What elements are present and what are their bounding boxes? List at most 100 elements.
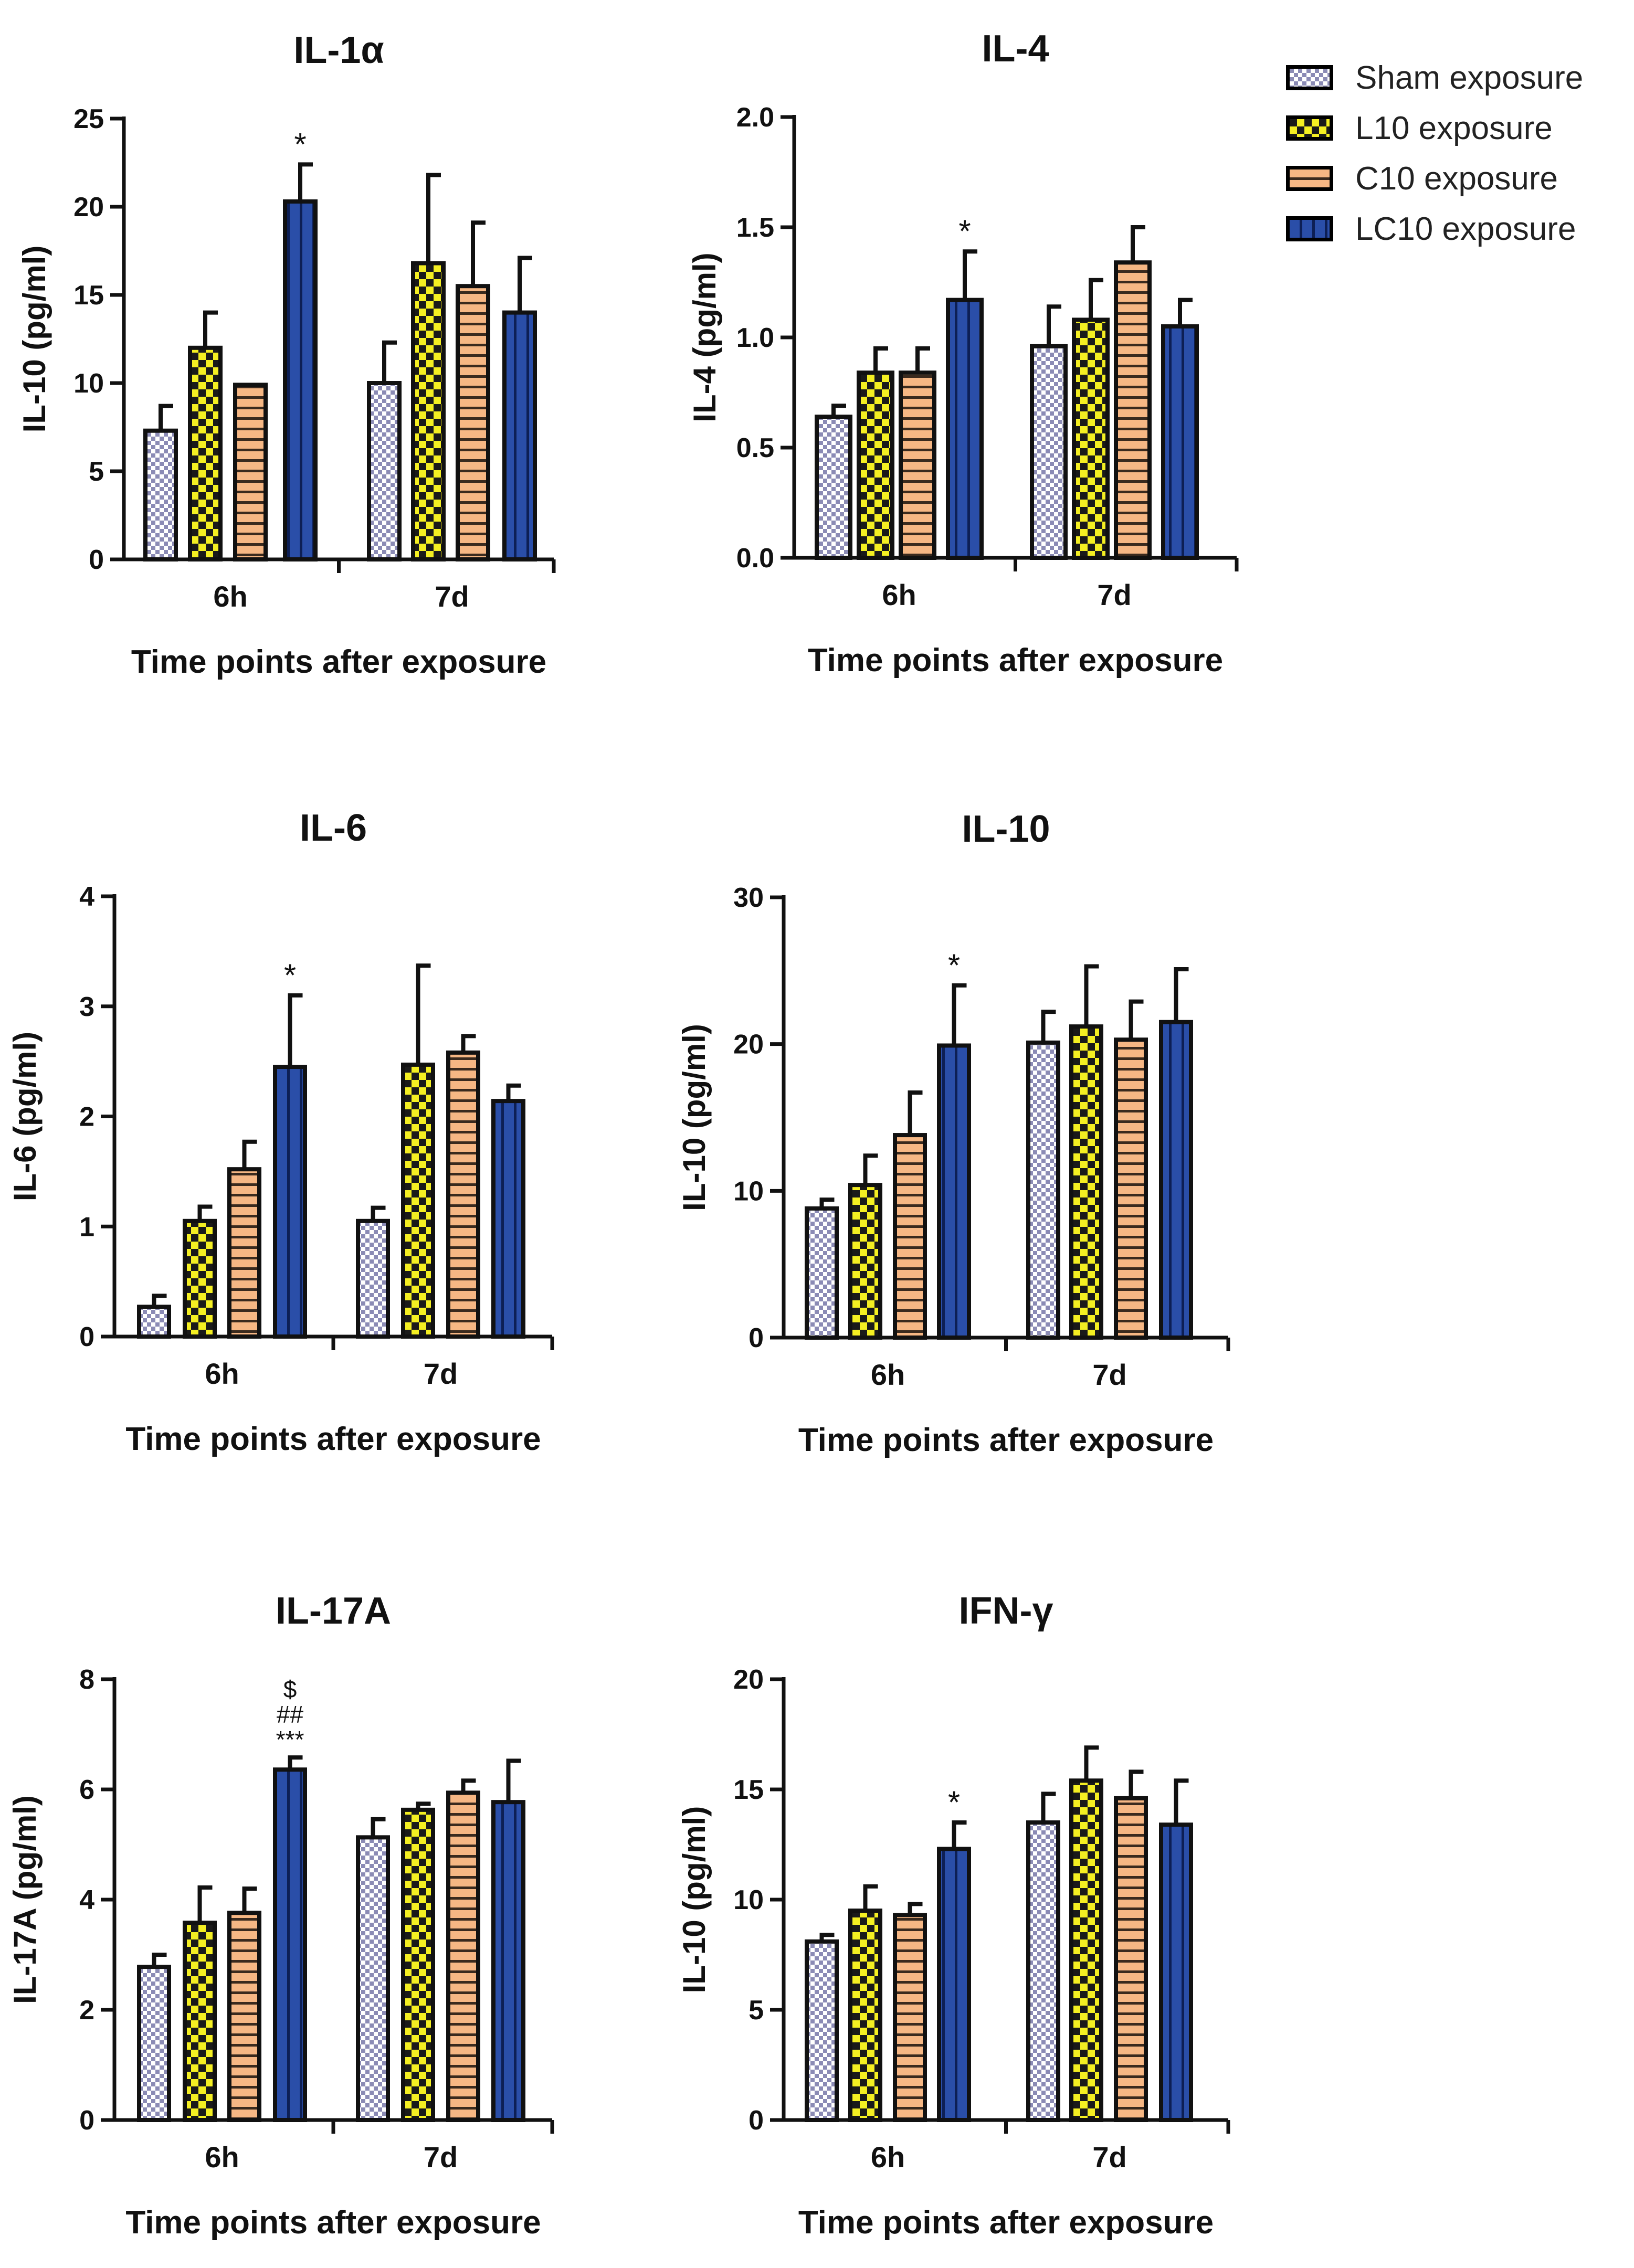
x-tick-label: 7d xyxy=(435,580,469,613)
bar xyxy=(815,415,852,560)
chart-title: IL-4 xyxy=(982,28,1049,70)
bar xyxy=(848,1183,882,1340)
bar xyxy=(401,1062,435,1339)
bar xyxy=(491,1099,525,1339)
chart-panel-1: 0 5 10 15 20 25 6h 7d IL-1α Time points after exp… xyxy=(17,29,556,680)
x-tick-label: 6h xyxy=(213,580,247,613)
legend-item-lc10: LC10 exposure xyxy=(1286,204,1583,254)
bar xyxy=(446,1790,480,2123)
legend-swatch-fill xyxy=(1290,119,1330,137)
legend-item-c10: C10 exposure xyxy=(1286,153,1583,204)
chart-panel-2: 0.0 0.5 1.0 1.5 2.0 6h 7d IL-4 Time points after… xyxy=(687,28,1239,679)
bar xyxy=(273,1767,307,2122)
y-tick-label: 6 xyxy=(79,1775,94,1805)
bar xyxy=(1159,1020,1193,1340)
bar xyxy=(1026,1820,1060,2122)
y-tick-label: 0 xyxy=(89,545,104,575)
legend-item-sham: Sham exposure xyxy=(1286,52,1583,103)
x-axis-label: Time points after exposure xyxy=(808,642,1223,679)
y-tick-label: 15 xyxy=(733,1775,764,1805)
legend: Sham exposure L10 exposure C10 exposure … xyxy=(1286,52,1583,254)
y-tick-label: 0 xyxy=(79,2105,94,2136)
legend-swatch-lc10 xyxy=(1286,216,1333,241)
y-tick-label: 1 xyxy=(79,1212,94,1242)
legend-item-l10: L10 exposure xyxy=(1286,103,1583,153)
y-tick-label: 20 xyxy=(733,1665,764,1695)
x-tick-label: 6h xyxy=(882,578,916,611)
bar xyxy=(1114,260,1152,560)
bar xyxy=(183,1921,217,2123)
y-tick-label: 10 xyxy=(733,1176,764,1206)
y-tick-label: 15 xyxy=(73,280,104,311)
y-axis-label: IL-10 (pg/ml) xyxy=(677,1024,712,1211)
bar xyxy=(456,284,490,561)
bar xyxy=(227,1167,261,1339)
significance-marker: * xyxy=(948,1785,960,1820)
bar xyxy=(183,1218,217,1339)
bar xyxy=(946,298,984,560)
significance-marker: *** xyxy=(276,1726,304,1753)
y-tick-label: 25 xyxy=(73,104,104,134)
chart-panel-5: 0 2 4 6 8 6h 7d IL-17A Time points after exposur… xyxy=(7,1590,554,2241)
significance-marker: * xyxy=(284,958,296,993)
bar xyxy=(411,261,446,561)
legend-label-sham: Sham exposure xyxy=(1355,59,1584,96)
bar xyxy=(1161,324,1199,560)
chart-title: IL-17A xyxy=(276,1590,391,1632)
x-tick-label: 7d xyxy=(1092,1358,1126,1391)
bar xyxy=(937,1847,971,2122)
y-tick-label: 20 xyxy=(733,1030,764,1060)
x-axis-label: Time points after exposure xyxy=(798,1422,1214,1458)
bar xyxy=(188,345,223,561)
chart-title: IL-10 xyxy=(962,808,1050,850)
chart-panel-3: 0 1 2 3 4 6h 7d IL-6 Time points after exposure I… xyxy=(7,807,554,1457)
y-tick-label: 0 xyxy=(79,1322,94,1352)
significance-marker: * xyxy=(958,214,971,249)
y-tick-label: 8 xyxy=(79,1665,94,1695)
chart-panel-4: 0 10 20 30 6h 7d IL-10 Time points after exposu… xyxy=(677,808,1230,1458)
bar xyxy=(1159,1822,1193,2122)
y-tick-label: 0 xyxy=(749,1323,764,1353)
bar xyxy=(143,428,178,561)
bar xyxy=(893,1913,927,2122)
y-tick-label: 5 xyxy=(89,457,104,487)
x-axis-label: Time points after exposure xyxy=(798,2205,1214,2241)
y-tick-label: 10 xyxy=(73,368,104,399)
bar xyxy=(1072,317,1110,560)
x-tick-label: 7d xyxy=(1092,2140,1126,2174)
y-tick-label: 0.5 xyxy=(736,433,774,463)
bar xyxy=(805,1206,839,1340)
bar xyxy=(1030,344,1068,560)
bar xyxy=(356,1218,390,1339)
y-tick-label: 4 xyxy=(79,882,94,912)
legend-swatch-c10 xyxy=(1286,166,1333,191)
y-axis-label: IL-10 (pg/ml) xyxy=(677,1806,712,1994)
significance-marker: * xyxy=(294,126,306,162)
bar xyxy=(1026,1040,1060,1340)
x-tick-label: 7d xyxy=(424,2140,458,2174)
x-axis-label: Time points after exposure xyxy=(125,2205,541,2241)
legend-label-l10: L10 exposure xyxy=(1355,110,1553,146)
y-tick-label: 2.0 xyxy=(736,102,774,133)
bar xyxy=(491,1800,525,2122)
x-tick-label: 7d xyxy=(1097,578,1131,611)
legend-swatch-fill xyxy=(1290,69,1330,87)
chart-panel-6: 0 5 10 15 20 6h 7d IFN-γ Time points after expos… xyxy=(677,1590,1230,2241)
bar xyxy=(137,1305,171,1339)
y-axis-label: IL-17A (pg/ml) xyxy=(7,1795,43,2004)
legend-swatch-l10 xyxy=(1286,115,1333,141)
x-tick-label: 6h xyxy=(871,2140,905,2174)
legend-label-c10: C10 exposure xyxy=(1355,160,1558,197)
bar xyxy=(137,1965,171,2123)
y-tick-label: 5 xyxy=(749,1995,764,2026)
y-axis-label: IL-6 (pg/ml) xyxy=(7,1032,43,1201)
significance-marker: * xyxy=(948,948,960,983)
chart-title: IFN-γ xyxy=(959,1590,1053,1632)
x-tick-label: 7d xyxy=(424,1357,458,1390)
x-tick-label: 6h xyxy=(205,2140,239,2174)
bar xyxy=(1114,1037,1148,1340)
bar xyxy=(502,310,537,561)
bar xyxy=(893,1133,927,1340)
bar xyxy=(233,383,268,561)
legend-swatch-sham xyxy=(1286,65,1333,90)
